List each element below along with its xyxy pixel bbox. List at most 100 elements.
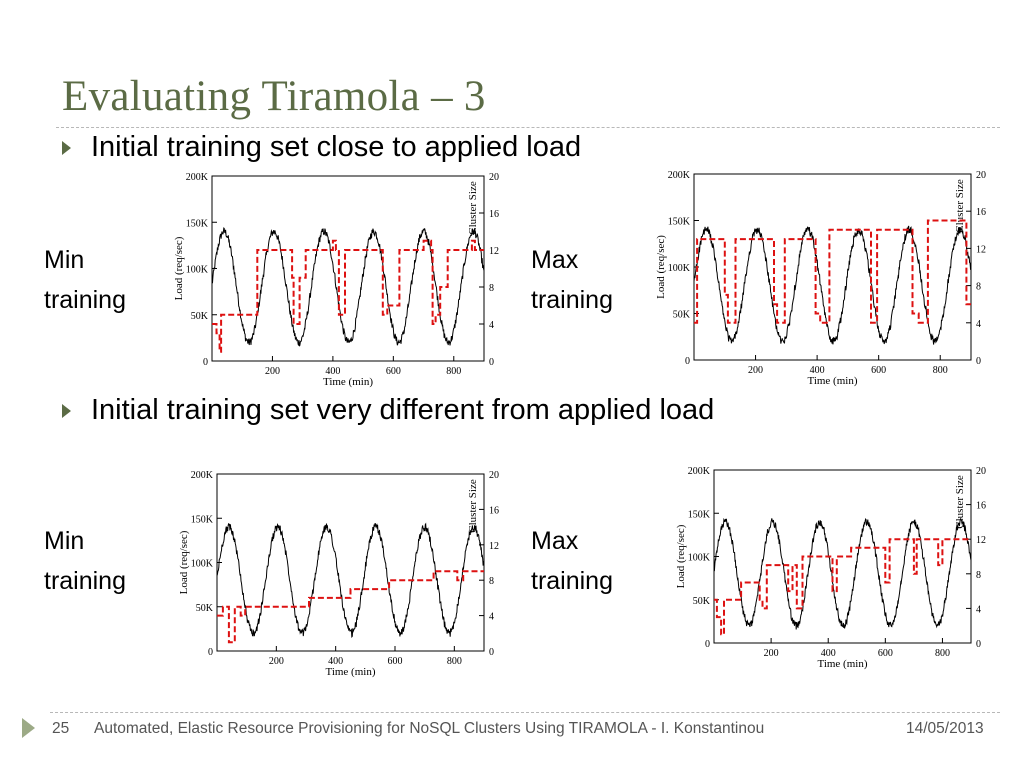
y2-tick-label: 0: [976, 356, 981, 367]
label-min-training-2: Min training: [44, 521, 126, 601]
y2-tick-label: 20: [489, 172, 499, 183]
y2-axis-label: Cluster Size: [954, 475, 966, 529]
load-series-line: [713, 517, 972, 630]
y2-tick-label: 4: [489, 320, 494, 331]
y2-tick-label: 4: [976, 604, 981, 615]
label-min-line1: Min: [44, 246, 85, 274]
y-axis-label: Load (req/sec): [655, 235, 667, 299]
footer-page-number: 25: [52, 720, 70, 737]
y2-tick-label: 8: [976, 282, 981, 293]
y-axis-label: Load (req/sec): [173, 236, 185, 300]
y-tick-label: 0: [685, 356, 690, 367]
y-tick-label: 150K: [191, 514, 214, 525]
y-tick-label: 100K: [668, 263, 691, 274]
y-tick-label: 100K: [191, 559, 214, 570]
y2-tick-label: 8: [489, 283, 494, 294]
x-tick-label: 400: [325, 366, 340, 377]
label-max-line1: Max: [531, 527, 579, 555]
cluster-size-series-line: [694, 219, 971, 324]
x-tick-label: 800: [935, 648, 950, 659]
bullet-1: Initial training set close to applied lo…: [62, 131, 581, 164]
y2-tick-label: 8: [976, 570, 981, 581]
y-tick-label: 200K: [668, 170, 691, 181]
footer-triangle-icon: [22, 718, 35, 738]
bullet-triangle-icon: [62, 403, 71, 418]
label-min-line2: training: [44, 567, 126, 595]
x-tick-label: 800: [446, 366, 461, 377]
x-tick-label: 800: [933, 365, 948, 376]
footer-text: Automated, Elastic Resource Provisioning…: [94, 720, 765, 737]
x-tick-label: 200: [764, 648, 779, 659]
x-axis-label: Time (min): [807, 375, 857, 387]
y2-tick-label: 12: [489, 246, 499, 257]
y2-tick-label: 20: [976, 466, 986, 477]
label-min-line2: training: [44, 286, 126, 314]
title-rule: [56, 127, 1000, 128]
y2-tick-label: 0: [976, 639, 981, 650]
label-max-line2: training: [531, 567, 613, 595]
cluster-size-series-line: [714, 538, 971, 636]
x-tick-label: 400: [810, 365, 825, 376]
load-series-line: [216, 522, 485, 638]
y2-axis-label: Cluster Size: [467, 479, 479, 533]
footer-date: 14/05/2013: [906, 720, 984, 737]
bullet-1-text: Initial training set close to applied lo…: [91, 131, 582, 163]
y2-tick-label: 16: [489, 209, 499, 220]
label-max-line2: training: [531, 286, 613, 314]
y-tick-label: 50K: [191, 311, 209, 322]
y-tick-label: 150K: [688, 509, 711, 520]
label-min-line1: Min: [44, 527, 85, 555]
cluster-size-series-line: [212, 239, 484, 353]
y-tick-label: 100K: [186, 265, 209, 276]
cluster-size-series-line: [217, 570, 484, 644]
y-tick-label: 150K: [186, 218, 209, 229]
x-tick-label: 200: [748, 365, 763, 376]
y-tick-label: 0: [208, 647, 213, 658]
load-series-line: [693, 225, 972, 345]
load-series-line: [211, 227, 485, 347]
slide-title: Evaluating Tiramola – 3: [62, 73, 486, 120]
y-axis-label: Load (req/sec): [675, 524, 687, 588]
x-tick-label: 200: [269, 656, 284, 667]
x-tick-label: 800: [447, 656, 462, 667]
y2-tick-label: 20: [976, 170, 986, 181]
y-tick-label: 200K: [186, 172, 209, 183]
y2-axis-label: Cluster Size: [954, 179, 966, 233]
y-tick-label: 100K: [688, 553, 711, 564]
y2-tick-label: 8: [489, 576, 494, 587]
x-axis-label: Time (min): [323, 376, 373, 388]
y-tick-label: 200K: [191, 470, 214, 481]
y2-tick-label: 4: [489, 612, 494, 623]
x-tick-label: 600: [388, 656, 403, 667]
label-max-training-2: Max training: [531, 521, 613, 601]
y2-tick-label: 0: [489, 357, 494, 368]
bullet-2-text: Initial training set very different from…: [91, 394, 715, 426]
label-max-training-1: Max training: [531, 240, 613, 320]
label-max-line1: Max: [531, 246, 579, 274]
y-tick-label: 50K: [196, 603, 214, 614]
y2-tick-label: 16: [976, 207, 986, 218]
y2-tick-label: 12: [976, 535, 986, 546]
label-min-training-1: Min training: [44, 240, 126, 320]
y2-tick-label: 20: [489, 470, 499, 481]
y-axis-label: Load (req/sec): [178, 530, 190, 594]
y-tick-label: 50K: [693, 596, 711, 607]
y-tick-label: 50K: [673, 310, 691, 321]
x-tick-label: 400: [821, 648, 836, 659]
x-axis-label: Time (min): [325, 666, 375, 678]
footer-rule: [50, 712, 1000, 713]
x-tick-label: 200: [265, 366, 280, 377]
y2-tick-label: 4: [976, 319, 981, 330]
y2-tick-label: 16: [976, 501, 986, 512]
y-tick-label: 150K: [668, 217, 691, 228]
x-tick-label: 600: [386, 366, 401, 377]
x-tick-label: 400: [328, 656, 343, 667]
y-tick-label: 200K: [688, 466, 711, 477]
x-axis-label: Time (min): [817, 658, 867, 670]
y-tick-label: 0: [203, 357, 208, 368]
bullet-2: Initial training set very different from…: [62, 394, 714, 427]
